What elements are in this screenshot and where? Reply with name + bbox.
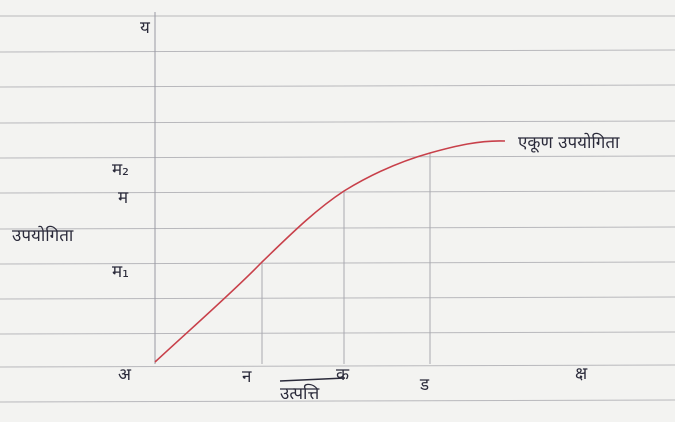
x-point-label: ड	[419, 375, 430, 395]
y-point-label: म	[118, 188, 129, 208]
x-point-label: न	[242, 367, 252, 387]
y-axis-title: उपयोगिता	[12, 225, 74, 246]
x-point-label: क	[336, 365, 350, 385]
x-axis-title: उत्पत्ति	[280, 383, 319, 404]
y-point-label: म₁	[112, 262, 129, 282]
curve-label: एकूण उपयोगिता	[518, 132, 620, 153]
y-point-label: म₂	[112, 160, 129, 180]
y-axis-end-label: य	[140, 18, 151, 38]
origin-label: अ	[118, 365, 132, 385]
total-utility-curve	[154, 140, 506, 363]
underline	[279, 377, 346, 382]
x-axis-end-label: क्ष	[575, 364, 588, 384]
ruled-lines	[0, 15, 675, 403]
